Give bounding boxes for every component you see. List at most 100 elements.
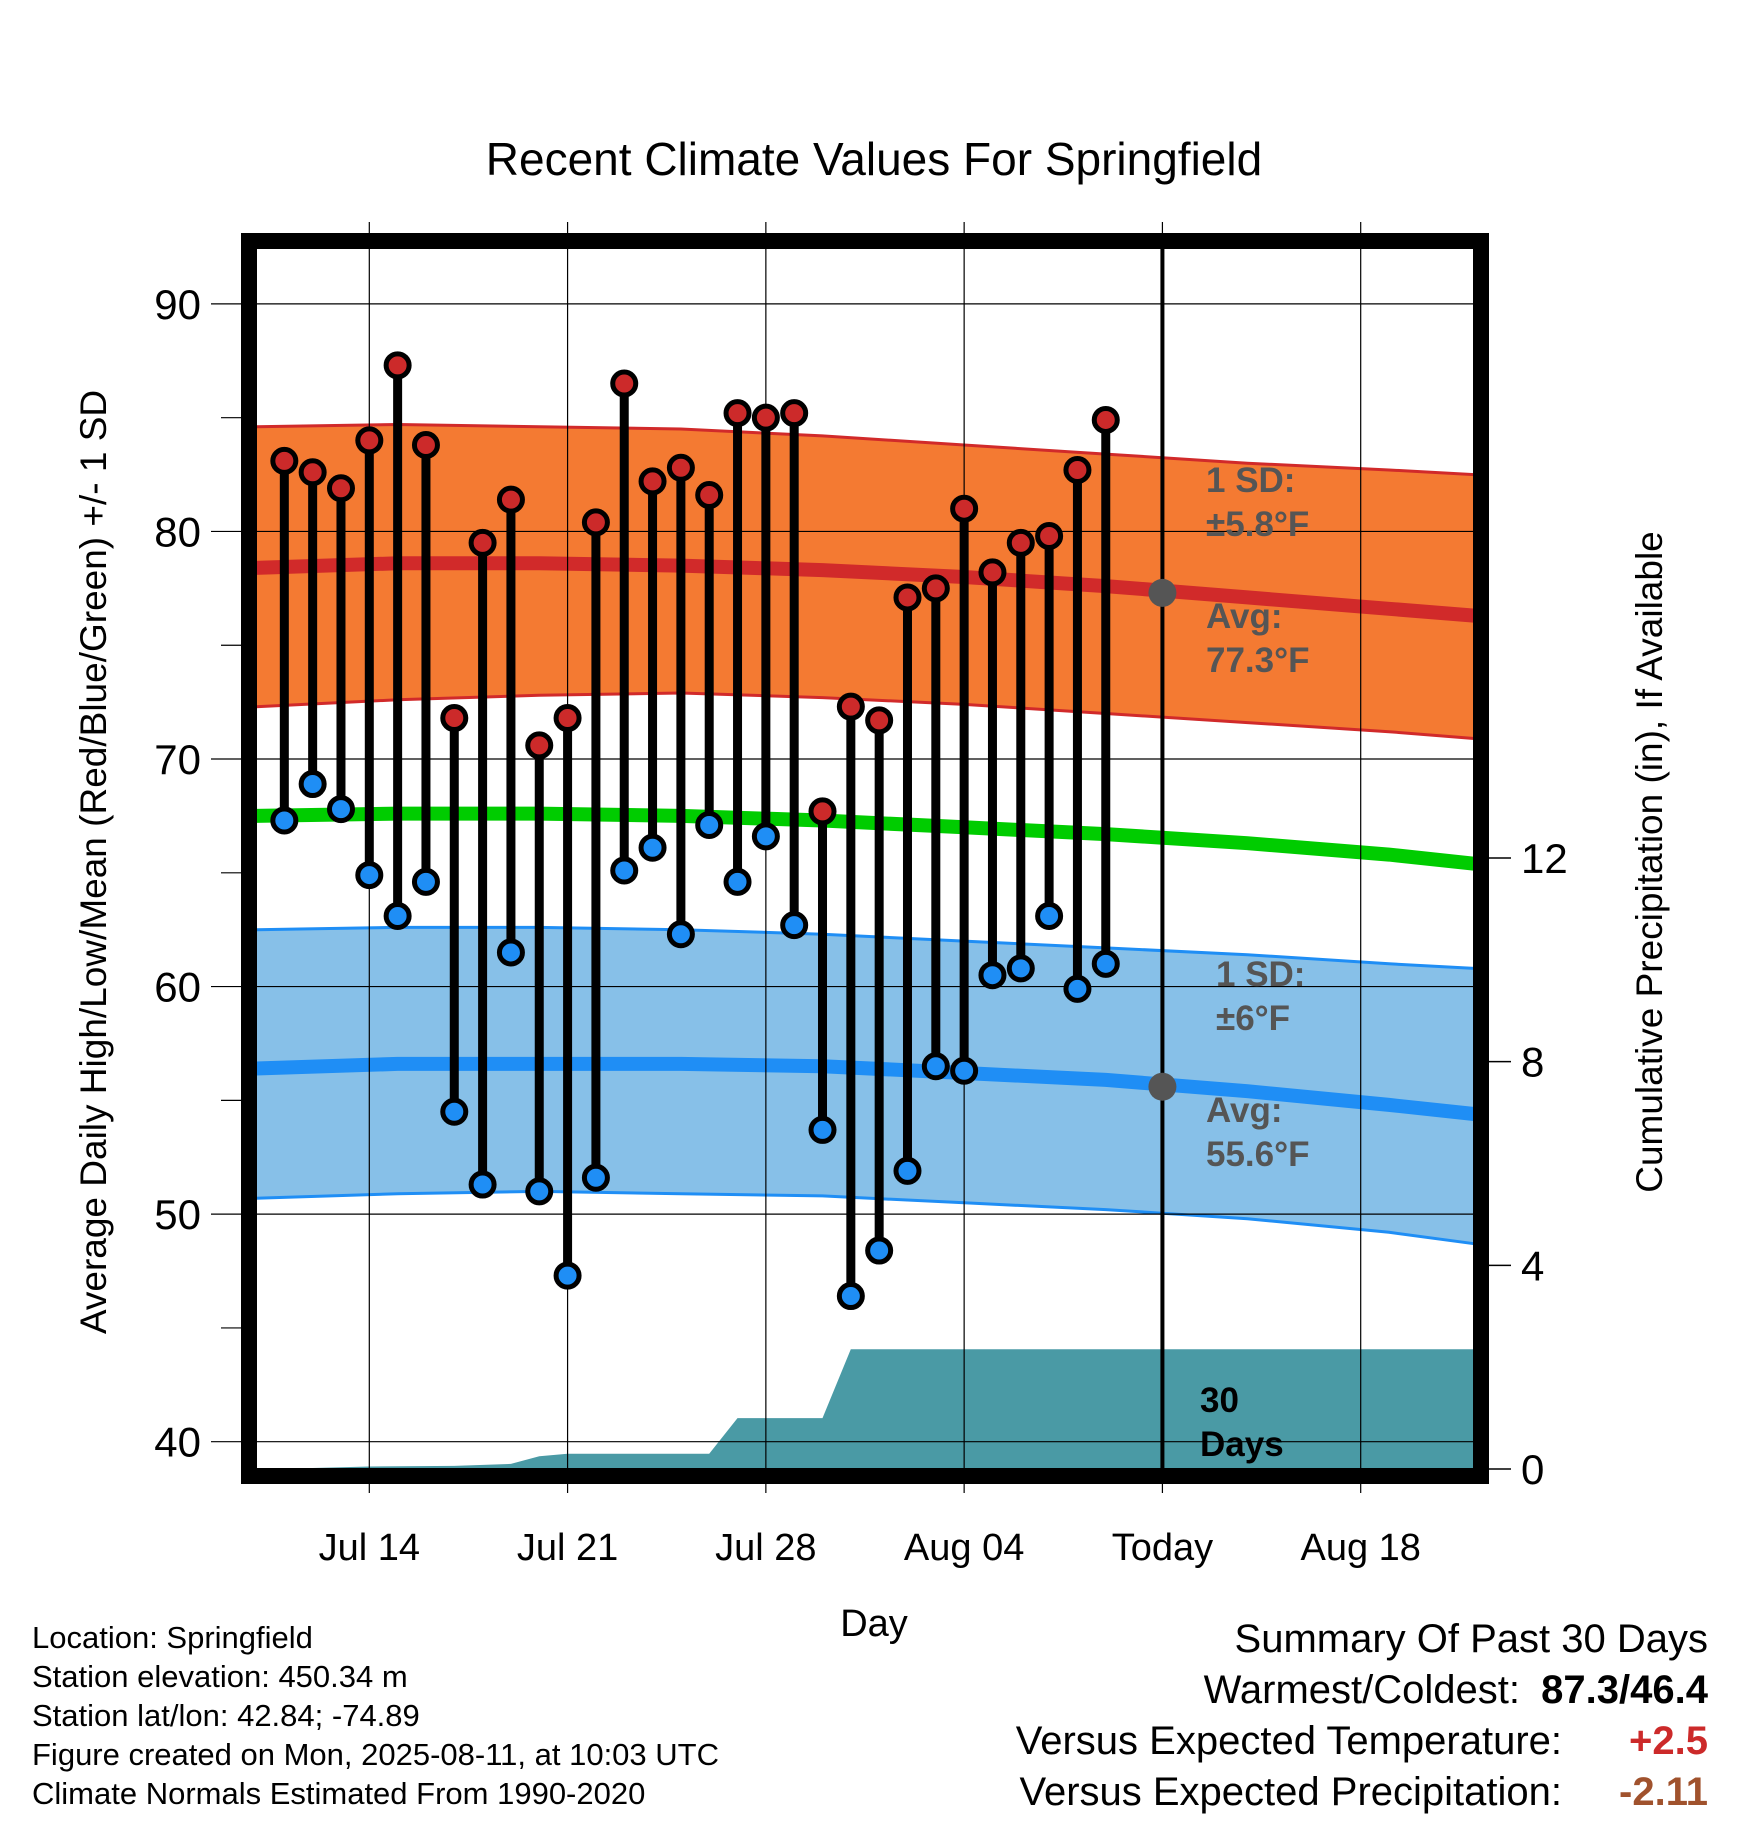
low-sd-annotation-line2: ±6°F xyxy=(1216,999,1290,1038)
low-point xyxy=(553,1261,582,1290)
y-tick-label: 50 xyxy=(154,1191,201,1238)
summary-precip: Versus Expected Precipitation: -2.11 xyxy=(1016,1767,1708,1818)
high-point xyxy=(581,508,610,537)
low-point xyxy=(950,1056,979,1085)
high-point xyxy=(921,574,950,603)
y-tick-label: 60 xyxy=(154,964,201,1011)
y2-tick-label: 0 xyxy=(1521,1446,1544,1493)
low-point xyxy=(440,1097,469,1126)
chart-title: Recent Climate Values For Springfield xyxy=(486,133,1262,185)
low-avg-line xyxy=(255,1056,1475,1121)
high-point xyxy=(1063,456,1092,485)
y-axis-label: Average Daily High/Low/Mean (Red/Blue/Gr… xyxy=(73,390,114,1334)
high-point xyxy=(326,474,355,503)
x-axis-label: Day xyxy=(840,1603,908,1645)
precip-label: Versus Expected Precipitation: xyxy=(1019,1770,1562,1814)
low-point xyxy=(921,1052,950,1081)
days-annotation-line2: Days xyxy=(1200,1425,1284,1464)
high-point xyxy=(468,528,497,557)
high-point xyxy=(978,558,1007,587)
y2-axis-label: Cumulative Precipitation (in), If Availa… xyxy=(1629,531,1670,1193)
low-point xyxy=(1063,974,1092,1003)
low-point xyxy=(355,861,384,890)
x-tick-label: Jul 28 xyxy=(715,1527,816,1569)
location-text: Location: Springfield xyxy=(32,1620,313,1655)
y-tick-label: 40 xyxy=(154,1419,201,1466)
high-point xyxy=(638,467,667,496)
low-point xyxy=(468,1170,497,1199)
elevation-text: Station elevation: 450.34 m xyxy=(32,1659,408,1694)
high-point xyxy=(780,399,809,428)
low-point xyxy=(525,1177,554,1206)
plot-frame xyxy=(241,233,1489,1484)
latlon-text: Station lat/lon: 42.84; -74.89 xyxy=(32,1698,420,1733)
summary-title: Summary Of Past 30 Days xyxy=(1234,1617,1708,1661)
low-point xyxy=(751,822,780,851)
low-point xyxy=(978,961,1007,990)
high-point xyxy=(383,351,412,380)
summary-panel: Summary Of Past 30 Days Warmest/Coldest:… xyxy=(1016,1614,1708,1818)
days-annotation-line1: 30 xyxy=(1200,1381,1239,1420)
low-point xyxy=(865,1236,894,1265)
summary-warmest-coldest: Warmest/Coldest: 87.3/46.4 xyxy=(1016,1665,1708,1716)
low-point xyxy=(326,795,355,824)
high-sd-lower-line xyxy=(255,691,1475,740)
x-tick-label: Jul 21 xyxy=(517,1527,618,1569)
x-tick-label: Aug 04 xyxy=(904,1527,1024,1569)
high-point xyxy=(1091,405,1120,434)
high-sd-annotation-line1: 1 SD: xyxy=(1206,461,1295,500)
low-point xyxy=(666,920,695,949)
low-point xyxy=(411,867,440,896)
y2-tick-label: 12 xyxy=(1521,835,1568,882)
high-point xyxy=(298,458,327,487)
high-avg-line xyxy=(255,556,1475,623)
low-sd-lower-line xyxy=(255,1189,1475,1246)
high-point xyxy=(893,583,922,612)
low-point xyxy=(836,1282,865,1311)
mean-avg-line xyxy=(255,806,1475,871)
temp-label: Versus Expected Temperature: xyxy=(1015,1719,1562,1763)
warmest-coldest-label: Warmest/Coldest: xyxy=(1203,1668,1520,1712)
x-tick-label: Jul 14 xyxy=(319,1527,420,1569)
high-sd-band xyxy=(256,424,1474,739)
low-point xyxy=(1006,954,1035,983)
low-point xyxy=(496,938,525,967)
low-point xyxy=(780,911,809,940)
low-point xyxy=(1035,902,1064,931)
temp-value: +2.5 xyxy=(1629,1719,1708,1763)
low-sd-upper-line xyxy=(255,925,1475,970)
y-tick-label: 90 xyxy=(154,281,201,328)
low-sd-annotation-line1: 1 SD: xyxy=(1216,955,1305,994)
precip-area xyxy=(256,1349,1474,1469)
low-point xyxy=(610,856,639,885)
y-tick-label: 80 xyxy=(154,508,201,555)
high-point xyxy=(270,446,299,475)
high-avg-annotation-line2: 77.3°F xyxy=(1206,641,1310,680)
low-avg-annotation-line2: 55.6°F xyxy=(1206,1135,1310,1174)
low-point xyxy=(270,806,299,835)
low-point xyxy=(723,867,752,896)
high-point xyxy=(950,494,979,523)
low-point xyxy=(808,1115,837,1144)
high-avg-annotation-line1: Avg: xyxy=(1206,597,1282,636)
summary-temp: Versus Expected Temperature: +2.5 xyxy=(1016,1716,1708,1767)
normals-text: Climate Normals Estimated From 1990-2020 xyxy=(32,1776,646,1811)
low-point xyxy=(581,1163,610,1192)
low-point xyxy=(893,1156,922,1185)
high-point xyxy=(1006,528,1035,557)
high-point xyxy=(496,485,525,514)
high-point xyxy=(553,704,582,733)
created-text: Figure created on Mon, 2025-08-11, at 10… xyxy=(32,1737,719,1772)
high-point xyxy=(440,704,469,733)
high-point xyxy=(808,797,837,826)
high-point xyxy=(836,692,865,721)
low-point xyxy=(638,833,667,862)
low-point xyxy=(1091,949,1120,978)
high-point xyxy=(525,731,554,760)
high-point xyxy=(723,399,752,428)
y-tick-label: 70 xyxy=(154,736,201,783)
low-sd-band xyxy=(256,927,1474,1244)
low-point xyxy=(695,811,724,840)
precip-value: -2.11 xyxy=(1619,1770,1708,1814)
